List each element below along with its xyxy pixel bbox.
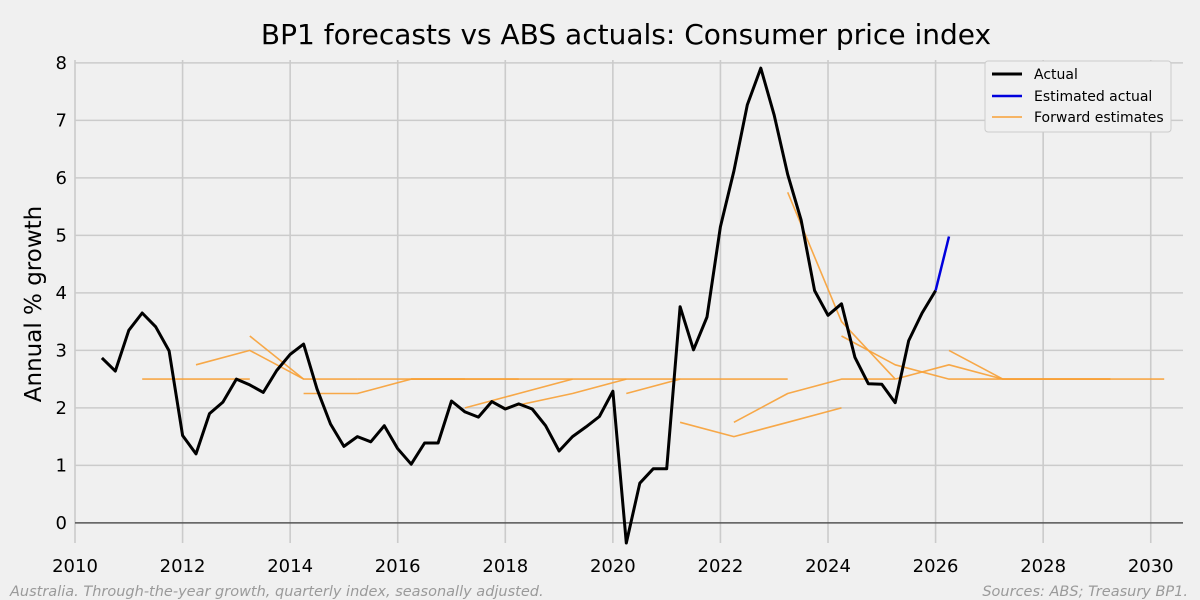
forward-estimate-line bbox=[249, 335, 358, 380]
forward-estimate-line bbox=[679, 407, 842, 438]
forward-estimate-line bbox=[733, 378, 896, 424]
x-tick-label: 2022 bbox=[698, 556, 744, 577]
footer-note: Australia. Through-the-year growth, quar… bbox=[9, 584, 544, 600]
y-tick-label: 8 bbox=[56, 53, 67, 74]
y-tick-label: 2 bbox=[56, 398, 67, 419]
legend: Actual Estimated actual Forward estimate… bbox=[984, 60, 1172, 133]
x-tick-label: 2024 bbox=[805, 556, 851, 577]
x-tick-label: 2012 bbox=[160, 556, 206, 577]
x-tick-label: 2014 bbox=[267, 556, 313, 577]
forward-estimate-line bbox=[948, 349, 1111, 380]
forward-estimate-line bbox=[195, 349, 304, 380]
y-tick-label: 4 bbox=[56, 283, 67, 304]
footer-sources: Sources: ABS; Treasury BP1. bbox=[982, 584, 1188, 600]
y-tick-label: 0 bbox=[56, 513, 67, 534]
plot-area bbox=[100, 66, 1165, 545]
x-tick-label: 2016 bbox=[375, 556, 421, 577]
x-tick-label: 2026 bbox=[913, 556, 959, 577]
y-tick-label: 5 bbox=[56, 225, 67, 246]
x-tick-label: 2020 bbox=[590, 556, 636, 577]
chart-title: BP1 forecasts vs ABS actuals: Consumer p… bbox=[261, 18, 991, 51]
legend-box bbox=[984, 60, 1172, 133]
y-tick-label: 6 bbox=[56, 168, 67, 189]
y-tick-label: 3 bbox=[56, 340, 67, 361]
y-tick-label: 1 bbox=[56, 455, 67, 476]
x-tick-label: 2028 bbox=[1020, 556, 1066, 577]
forward-estimate-line bbox=[464, 378, 573, 409]
forward-estimate-line bbox=[505, 378, 627, 409]
legend-item-actual: Actual bbox=[1034, 67, 1078, 83]
forward-estimate-line bbox=[786, 191, 896, 380]
y-axis-ticks: 0 1 2 3 4 5 6 7 8 bbox=[56, 53, 67, 534]
y-axis-label: Annual % growth bbox=[21, 206, 47, 402]
x-tick-label: 2018 bbox=[482, 556, 528, 577]
forward-estimate-line bbox=[626, 378, 788, 395]
estimated-actual-line bbox=[934, 236, 951, 291]
x-tick-label: 2010 bbox=[52, 556, 98, 577]
legend-item-forward-estimates: Forward estimates bbox=[1034, 110, 1164, 126]
actual-line bbox=[100, 66, 937, 545]
x-tick-label: 2030 bbox=[1128, 556, 1174, 577]
x-axis-ticks: 2010 2012 2014 2016 2018 2020 2022 2024 2026 2028… bbox=[52, 556, 1174, 577]
legend-item-estimated-actual: Estimated actual bbox=[1034, 89, 1152, 105]
y-tick-label: 7 bbox=[56, 110, 67, 131]
